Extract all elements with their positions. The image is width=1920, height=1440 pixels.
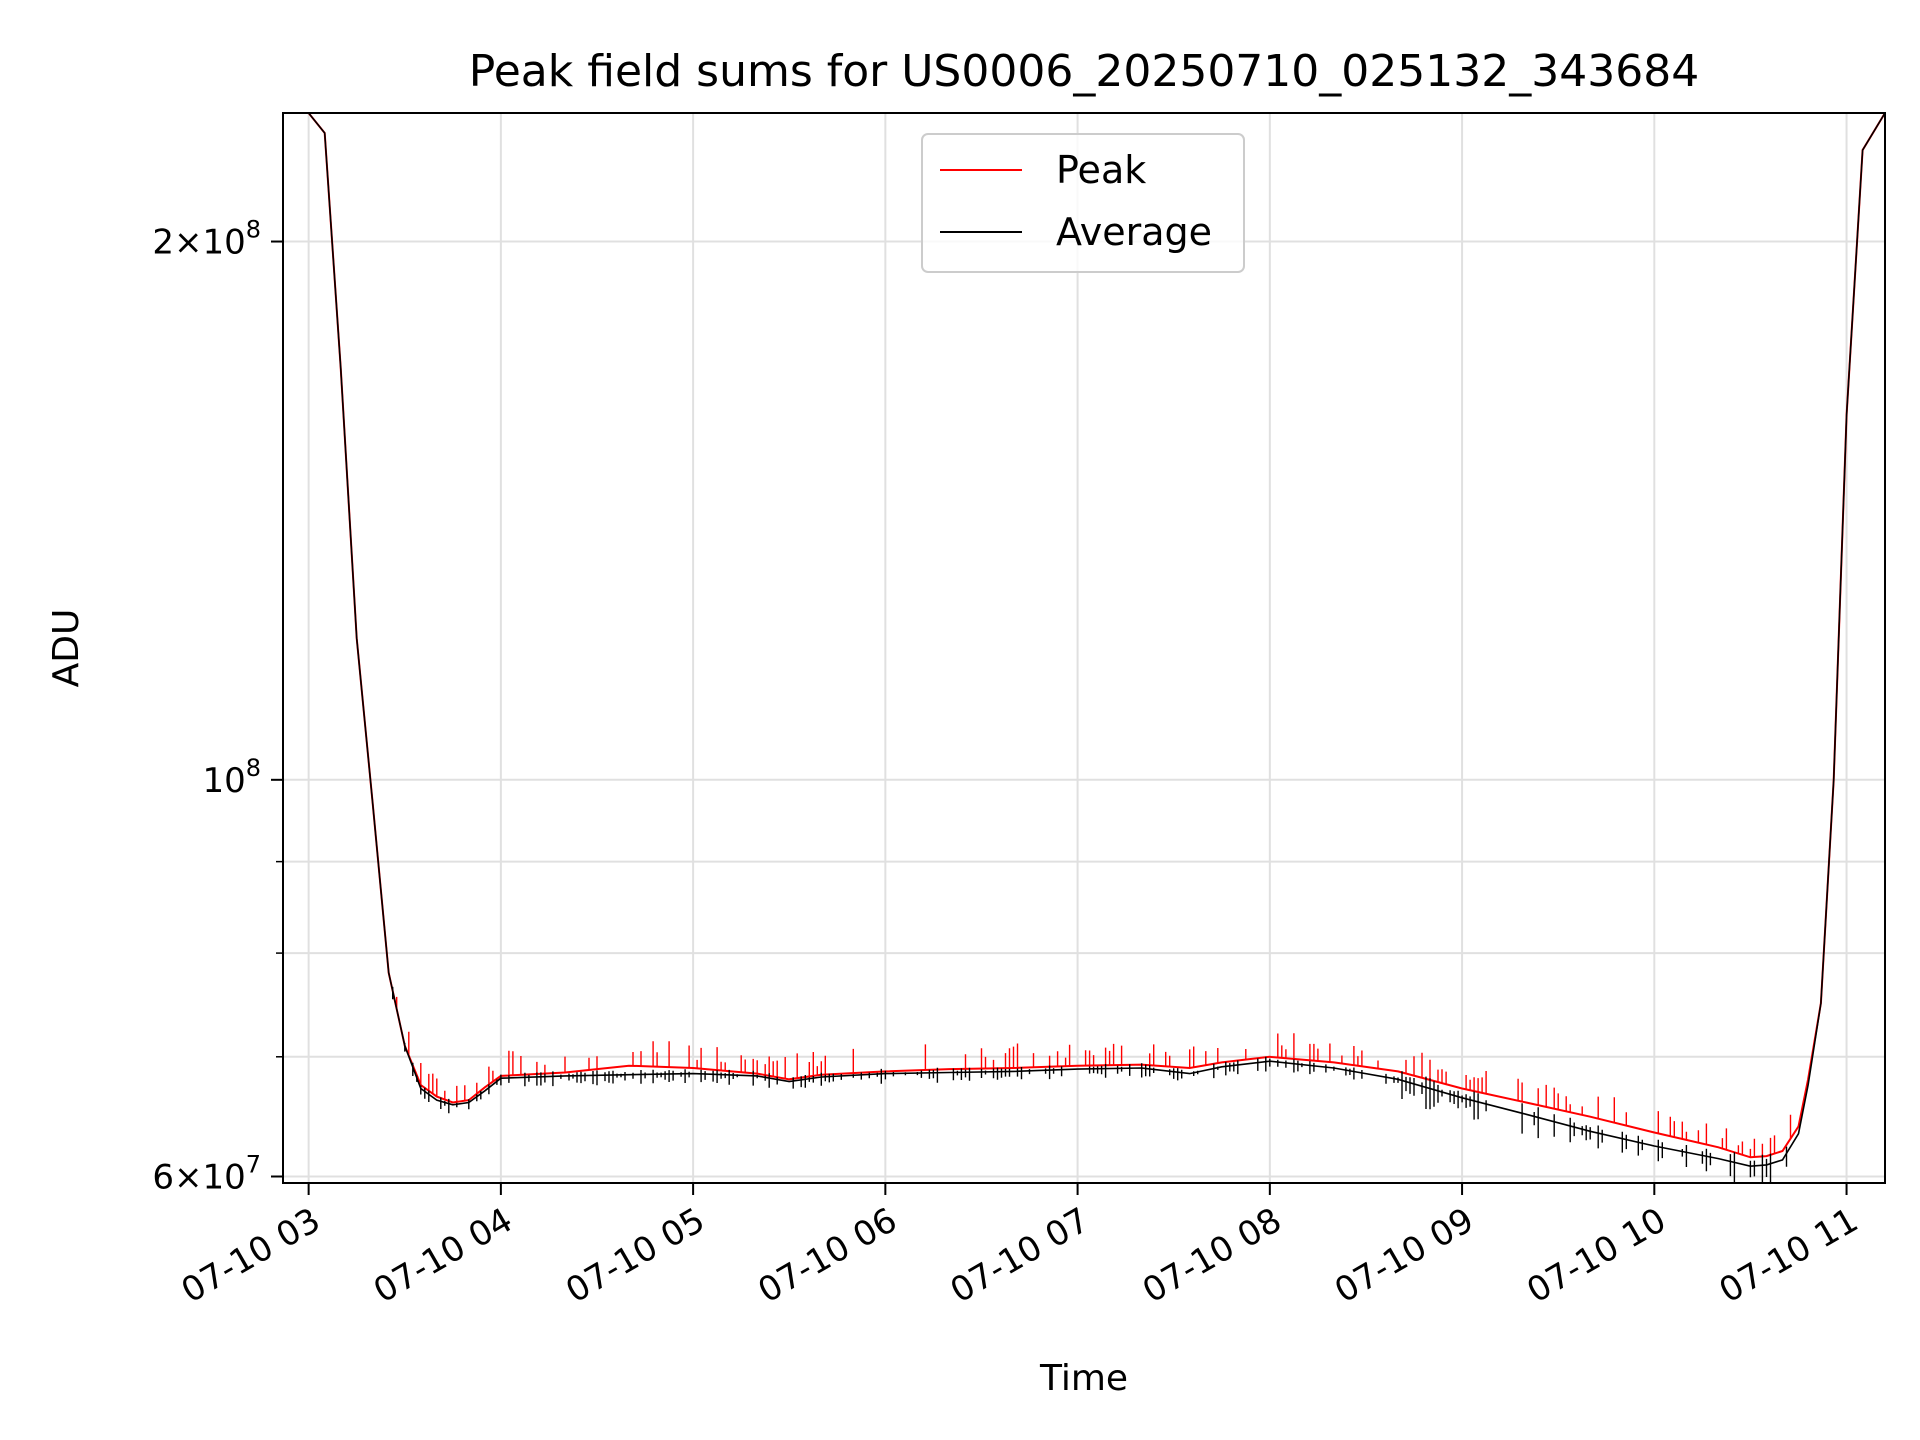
plot-frame [282, 112, 1886, 1184]
y-tick-label-0: 6×107 [152, 1151, 261, 1198]
x-axis-label: Time [1039, 1358, 1128, 1399]
y-axis: 6×107 108 2×108 [152, 216, 283, 1198]
legend: Peak Average [921, 133, 1245, 273]
y-tick-label-2: 2×108 [152, 216, 261, 263]
chart-title: Peak field sums for US0006_20250710_0251… [469, 46, 1699, 97]
legend-label-average: Average [1056, 210, 1212, 254]
series-line-average [283, 113, 1885, 1168]
y-axis-label: ADU [46, 609, 87, 688]
grid [283, 113, 1885, 1183]
y-tick-label-1: 108 [202, 754, 261, 801]
legend-box [921, 133, 1245, 273]
series-layer [283, 113, 1885, 1183]
series-average [283, 113, 1885, 1183]
series-noise-peak [396, 996, 1792, 1158]
series-noise-average [392, 986, 1788, 1183]
legend-label-peak: Peak [1056, 148, 1146, 192]
